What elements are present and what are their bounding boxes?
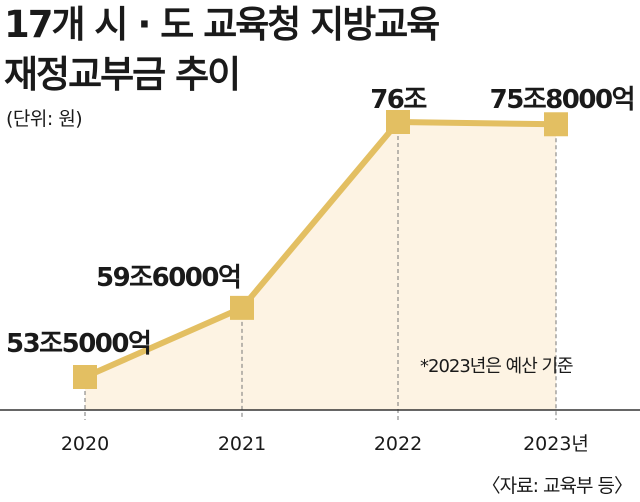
data-point-1 xyxy=(230,295,254,320)
value-label-3: 75조8000억 xyxy=(490,85,634,115)
value-label-0: 53조5000억 xyxy=(6,329,150,359)
data-point-3 xyxy=(544,112,568,137)
footnote: *2023년은 예산 기준 xyxy=(420,356,574,377)
chart-title-line-1: 17개 시 · 도 교육청 지방교육 xyxy=(4,3,440,46)
x-tick-label-0: 2020 xyxy=(61,433,109,455)
chart-title-line-2: 재정교부금 추이 xyxy=(4,53,241,96)
value-label-1: 59조6000억 xyxy=(96,263,240,293)
data-point-2 xyxy=(386,110,410,134)
unit-label: (단위: 원) xyxy=(6,108,83,130)
x-tick-label-1: 2021 xyxy=(218,433,266,455)
x-tick-label-2: 2022 xyxy=(374,433,422,455)
source-label: 〈자료: 교육부 등〉 xyxy=(481,475,633,497)
guide-lines xyxy=(84,122,557,420)
value-labels: 53조5000억 59조6000억 76조 75조8000억 xyxy=(6,85,636,359)
data-markers xyxy=(73,110,568,389)
series-line xyxy=(83,119,557,380)
chart-title: 17개 시 · 도 교육청 지방교육 재정교부금 추이 xyxy=(4,0,440,100)
x-tick-label-3: 2023년 xyxy=(523,433,589,455)
data-point-0 xyxy=(73,365,97,389)
value-label-2: 76조 xyxy=(370,85,427,115)
area-fill xyxy=(85,122,556,410)
x-axis-labels: 2020 2021 2022 2023년 xyxy=(61,433,589,455)
